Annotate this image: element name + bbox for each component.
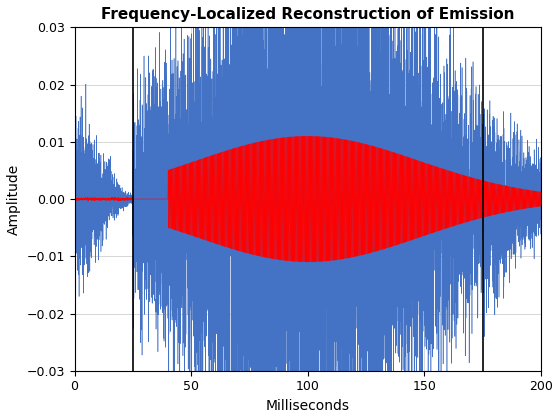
Title: Frequency-Localized Reconstruction of Emission: Frequency-Localized Reconstruction of Em… — [101, 7, 515, 22]
Y-axis label: Amplitude: Amplitude — [7, 163, 21, 235]
X-axis label: Milliseconds: Milliseconds — [266, 399, 350, 413]
